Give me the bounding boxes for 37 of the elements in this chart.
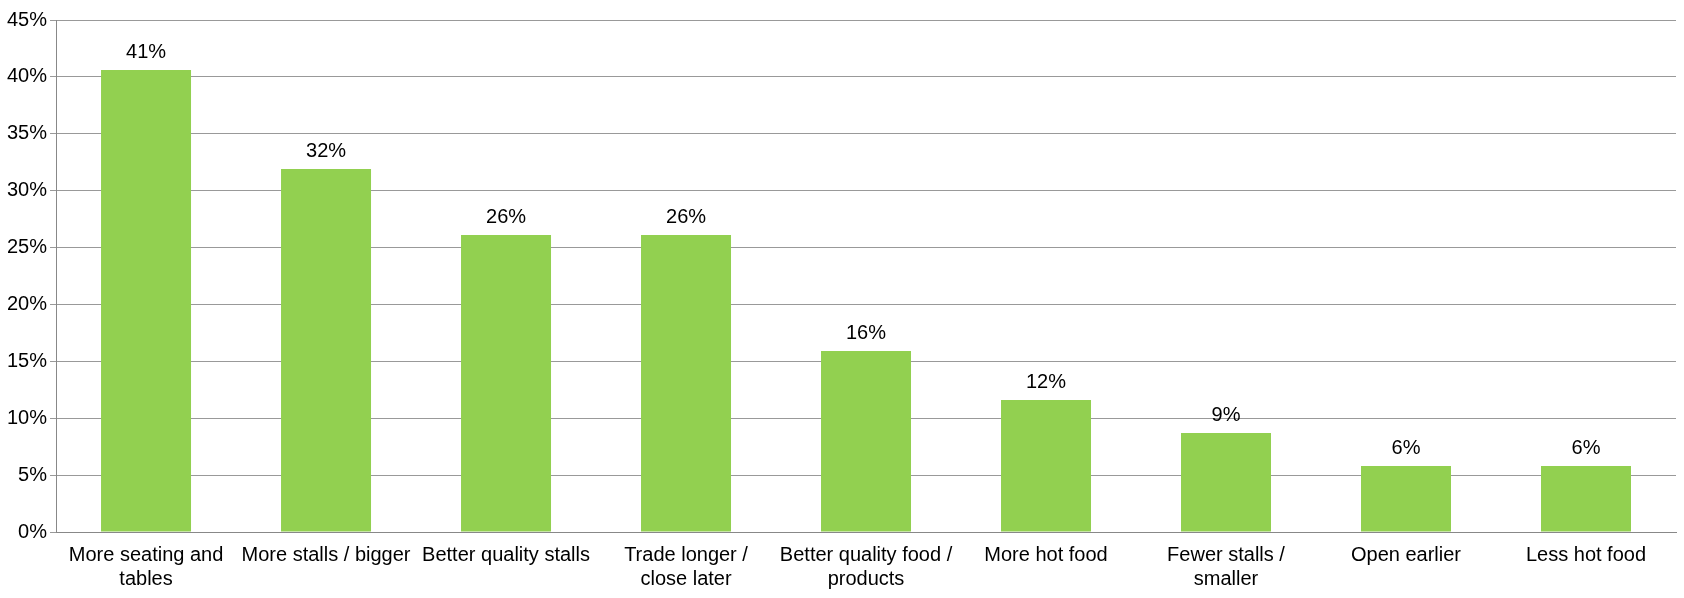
- y-tick-label: 0%: [18, 519, 48, 542]
- x-tick-label: Better quality food / products: [779, 542, 953, 589]
- x-tick-label: More stalls / bigger: [241, 542, 411, 565]
- y-tick-label: 5%: [18, 462, 48, 485]
- bar: [1181, 433, 1272, 532]
- y-tick-label: 20%: [7, 291, 48, 314]
- y-tick-label: 30%: [7, 178, 48, 201]
- x-tick-label: Trade longer / close later: [624, 542, 749, 589]
- x-tick-label: Better quality stalls: [422, 542, 590, 565]
- bar: [1541, 466, 1631, 532]
- bar: [641, 235, 732, 532]
- data-label: 41%: [126, 39, 167, 62]
- bar: [1001, 400, 1092, 532]
- y-tick-label: 10%: [7, 405, 48, 428]
- y-tick-label: 45%: [7, 7, 48, 30]
- bar: [461, 235, 552, 532]
- data-label: 26%: [666, 204, 707, 227]
- data-label: 26%: [486, 204, 527, 227]
- x-tick-label: More seating and tables: [68, 542, 224, 589]
- y-tick-label: 15%: [7, 348, 48, 371]
- y-tick-label: 40%: [7, 64, 48, 87]
- x-tick-label: Fewer stalls / smaller: [1167, 542, 1286, 589]
- y-tick-label: 35%: [7, 121, 48, 144]
- data-label: 12%: [1026, 369, 1067, 392]
- x-tick-label: More hot food: [984, 542, 1108, 565]
- data-label: 6%: [1391, 435, 1421, 458]
- data-label: 16%: [846, 320, 887, 343]
- x-tick-label: Open earlier: [1350, 542, 1462, 565]
- bar: [821, 351, 912, 532]
- bar: [1361, 466, 1451, 532]
- y-tick-label: 25%: [7, 235, 48, 258]
- data-label: 6%: [1571, 435, 1601, 458]
- bar: [101, 70, 192, 532]
- bar: [281, 169, 372, 532]
- data-label: 9%: [1211, 402, 1241, 425]
- data-label: 32%: [306, 138, 347, 161]
- x-tick-label: Less hot food: [1525, 542, 1647, 565]
